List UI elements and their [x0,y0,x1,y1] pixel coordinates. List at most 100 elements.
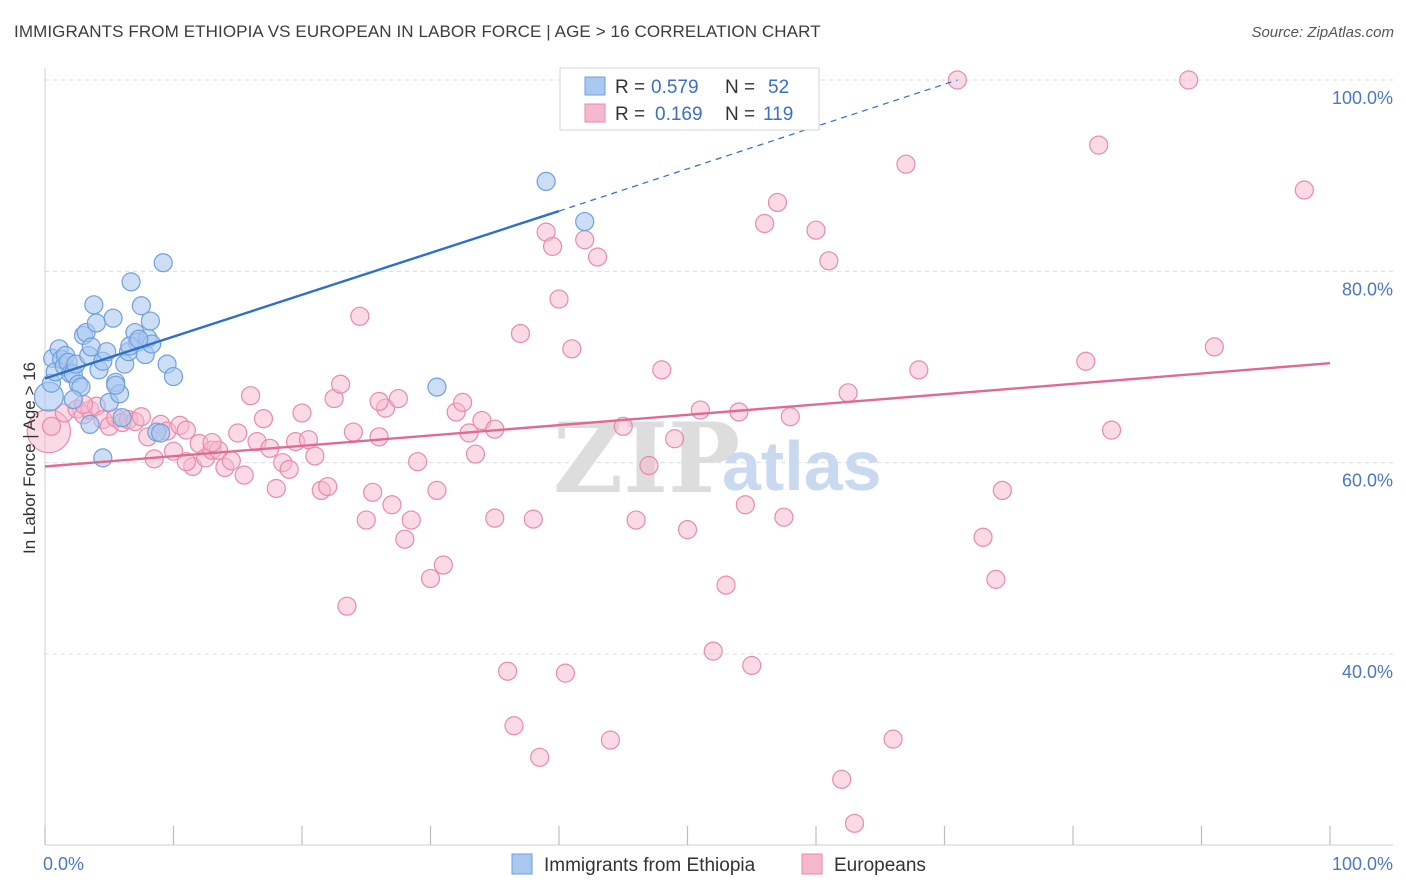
europeans-point-38 [292,403,312,423]
y-tick-labels: 40.0% 60.0% 80.0% 100.0% [1332,88,1393,682]
legend-swatch-pink [584,103,606,123]
europeans-point-104 [973,527,993,547]
europeans-point-70 [530,747,550,767]
chart-source: Source: ZipAtlas.com [1251,24,1394,41]
ethiopia-point-40 [153,253,173,273]
europeans-point-72 [542,236,563,257]
europeans-point-85 [690,400,710,420]
ethiopia-point-19 [86,313,107,333]
europeans-point-96 [819,251,839,271]
europeans-point-65 [485,508,505,528]
europeans-point-76 [575,230,595,250]
ethiopia-point-43 [63,389,83,410]
europeans-point-46 [343,422,363,442]
europeans-point-28 [228,423,248,443]
legend-r-label-2: R = [615,104,645,125]
europeans-point-27 [221,451,241,471]
europeans-point-63 [465,444,486,464]
x-tick-label-0: 0.0% [43,854,84,874]
europeans-point-105 [986,569,1006,589]
europeans-point-90 [742,655,762,676]
europeans-point-47 [350,306,370,326]
y-tick-label-3: 100.0% [1332,88,1393,108]
europeans-point-81 [639,455,659,476]
ethiopia-point-44 [80,414,100,434]
europeans-point-114 [176,452,196,472]
europeans-point-95 [806,220,826,240]
europeans-point-93 [774,507,794,527]
europeans-point-112 [1294,180,1314,200]
ethiopia-point-33 [131,296,151,316]
europeans-point-69 [523,509,543,529]
europeans-point-75 [562,339,582,359]
europeans-point-99 [844,813,865,833]
europeans-point-54 [395,529,415,549]
legend-n-value-1: 52 [768,77,789,98]
bottom-legend-swatch-europeans [801,853,823,875]
bottom-legend-label-ethiopia: Immigrants from Ethiopia [544,855,756,876]
europeans-point-108 [1089,135,1109,155]
europeans-point-87 [716,575,736,595]
europeans-point-94 [780,407,800,427]
europeans-point-73 [549,289,569,309]
europeans-point-101 [896,154,916,174]
chart-title: IMMIGRANTS FROM ETHIOPIA VS EUROPEAN IN … [14,22,821,41]
y-axis-title: In Labor Force | Age > 16 [20,362,39,554]
legend-swatch-blue [584,76,606,96]
europeans-point-107 [1076,351,1096,371]
watermark-atlas: atlas [722,427,882,505]
ethiopia-point-42 [163,366,184,387]
europeans-point-29 [234,465,254,485]
europeans-point-48 [356,510,376,530]
ethiopia-point-51 [575,211,595,232]
europeans-point-36 [279,459,299,479]
europeans-point-82 [652,360,672,380]
europeans-point-57 [420,568,441,589]
europeans-trend-line [44,361,1331,468]
europeans-point-78 [600,730,621,750]
europeans-point-55 [401,510,421,530]
europeans-point-116 [369,391,389,412]
ethiopia-trend-line [44,209,560,380]
europeans-point-80 [626,510,646,530]
europeans-point-45 [337,596,357,616]
europeans-point-66 [498,661,518,681]
correlation-legend: R = 0.579 N = 52 R = 0.169 N = 119 [559,67,820,131]
europeans-point-110 [1179,70,1199,90]
y-tick-label-1: 60.0% [1342,471,1393,491]
legend-n-value-2: 119 [763,104,793,125]
ethiopia-point-18 [84,295,104,315]
legend-r-label-1: R = [615,77,645,98]
europeans-point-109 [1101,420,1122,440]
europeans-point-44 [330,374,351,394]
europeans-point-102 [909,360,929,380]
europeans-point-92 [767,192,788,213]
europeans-point-52 [382,495,402,515]
ethiopia-point-46 [106,375,126,395]
europeans-point-58 [427,480,447,501]
europeans-point-68 [510,323,531,344]
europeans-point-77 [587,247,608,267]
europeans-point-83 [665,429,685,449]
europeans-point-32 [253,409,274,429]
europeans-point-91 [754,213,775,234]
ethiopia-trend-extension [558,79,958,212]
europeans-point-98 [838,383,858,403]
europeans-point-34 [266,478,286,499]
europeans-point-61 [453,392,473,412]
axes [44,68,1393,846]
europeans-point-20 [176,420,196,440]
series-legend: Immigrants from Ethiopia Europeans [511,853,926,876]
europeans-point-56 [408,452,428,472]
europeans-point-30 [241,386,261,406]
bottom-legend-label-europeans: Europeans [834,855,926,876]
legend-n-label-1: N = [725,77,755,98]
europeans-point-1 [41,416,62,436]
x-tick-label-1: 100.0% [1332,854,1393,874]
y-tick-label-2: 80.0% [1342,279,1393,299]
europeans-point-74 [555,663,576,683]
ethiopia-point-49 [427,377,447,397]
europeans-point-42 [318,476,338,497]
ethiopia-point-39 [151,423,171,443]
